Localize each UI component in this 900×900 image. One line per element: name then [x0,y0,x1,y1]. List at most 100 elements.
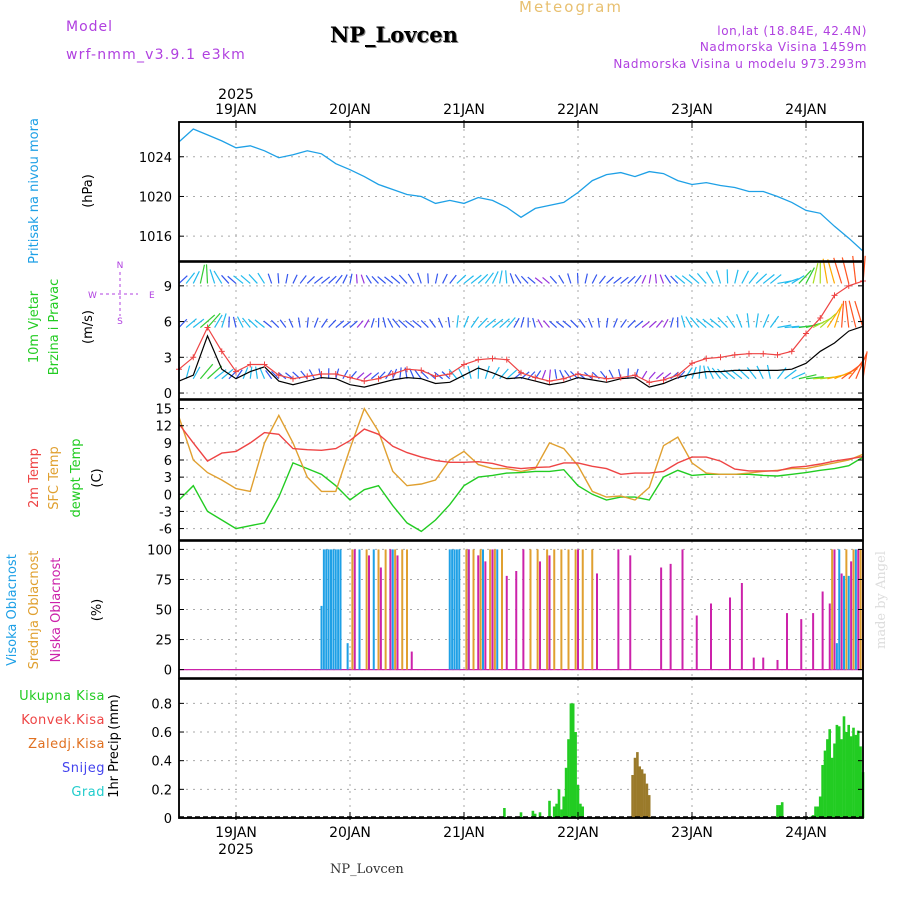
wind-gust-marker [418,367,425,374]
wind-vector [221,274,230,284]
elevation-info: Nadmorska Visina 1459m [699,40,867,54]
y-tick-label: 50 [155,604,172,619]
wind-gust-marker [432,373,439,380]
precip-bar [567,739,570,818]
precip-bar [830,757,834,818]
y-tick-label: 15 [155,403,172,418]
wind-vector [255,366,258,379]
wind-vector [370,318,375,328]
precip-legend-item: Grad [71,785,105,800]
wind-vector [834,368,858,380]
wind-vector [214,314,223,328]
credit-watermark: made by Angel [874,551,889,649]
wind-vector [520,275,529,284]
wind-vector [360,274,365,284]
precip-bar [816,806,820,818]
wind-vector [199,264,206,284]
wind-vector [641,321,650,328]
compass-east: E [149,291,155,301]
y-tick-label: -3 [159,505,172,520]
wind-vector [684,367,693,380]
wind-vector [285,273,289,284]
precip-bar [538,812,542,818]
y-tick-label: 0.6 [151,726,172,741]
wind-vector [591,274,598,284]
precip-bar [818,796,822,818]
wind-vector [513,317,520,328]
wind-vector [257,272,266,284]
precip-bar [574,732,577,818]
wind-gust-marker [475,356,482,363]
wind-vector [321,276,331,284]
precip-bar [503,808,506,818]
precip-bar [631,775,634,818]
compass-cross [100,272,138,316]
wind-vector [185,318,197,328]
wind-vector [659,274,665,284]
temp-unit: (C) [90,468,105,487]
wind-gust-marker [332,370,339,377]
wind-vector [543,320,550,328]
cloud-series [351,549,862,670]
wind-vector [564,369,572,380]
wind-vector [306,276,315,284]
wind-gust-marker [233,368,239,375]
y-tick-label: 6 [164,454,172,469]
wind-vector [292,274,298,284]
wind-vector [548,369,551,379]
y-tick-label: 12 [155,420,172,435]
wind-vector [576,371,586,380]
precip-bar [852,727,855,818]
wind-vector [527,276,536,284]
wind-vector [313,317,319,328]
wind-vector [841,300,845,328]
wind-vector [356,320,364,328]
precip-legend-item: Zaledj.Kisa [28,737,105,752]
y-tick-label: 0.2 [151,783,172,798]
wind-gust-marker [275,372,282,379]
wind-gust-marker [218,348,225,355]
wind-vector [634,274,642,284]
wind-gust-marker [503,356,510,363]
wind-vector [769,315,780,328]
wind-vector [205,264,209,284]
wind-vector [470,274,482,284]
wind-vector [655,372,664,380]
precip-bar [569,703,573,818]
wind-vector [449,274,457,284]
wind-vector [420,319,429,328]
wind-vector [227,275,237,284]
wind-vector [398,274,408,284]
grid-layer [179,122,863,819]
wind-vector [407,273,415,284]
wind-gust-marker [389,370,396,377]
wind-vector [434,273,439,284]
wind-vector [777,324,792,329]
wind-vector [600,370,607,380]
wind-vector [620,319,627,328]
cloud-title-mid: Srednja Oblacnost [27,551,42,670]
model-elevation-info: Nadmorska Visina u modelu 973.293m [613,57,867,71]
precip-series [631,752,651,818]
wind-vector [499,318,510,328]
wind-vector [207,312,221,328]
wind-title-2: Brzina i Pravac [47,279,62,376]
precip-bar [643,773,646,818]
precip-bar [814,806,817,818]
wind-vector [734,269,739,284]
wind-vector [791,275,805,284]
wind-vector [509,273,515,284]
wind-vector [342,369,349,380]
wind-vector [477,317,488,328]
precip-bar [571,703,575,818]
wind-vector [654,274,657,284]
wind-vector [805,267,815,284]
wind-vector [766,364,771,379]
precip-bar [579,803,582,818]
wind-vector-row-0 [178,351,868,380]
y-tick-label: 9 [164,437,172,452]
wind-vector [297,317,301,328]
text-layer: 1016102010240369-6-303691215025507510000… [5,87,889,858]
wind-vector [715,270,722,284]
wind-gust-marker [831,292,838,299]
